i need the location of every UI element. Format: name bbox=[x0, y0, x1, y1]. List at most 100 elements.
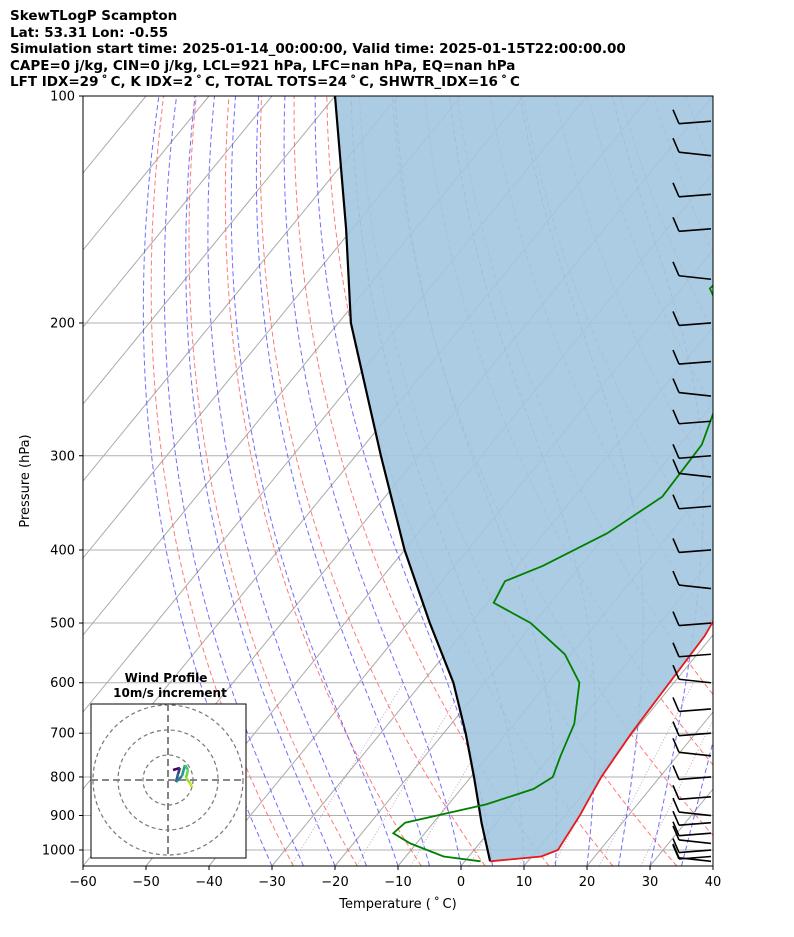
temperature-line bbox=[490, 619, 713, 863]
hodograph-trace bbox=[188, 782, 194, 788]
y-tick-label: 400 bbox=[50, 543, 75, 558]
wind-barb bbox=[672, 216, 712, 233]
dry-adiabat bbox=[224, 96, 422, 866]
moist-adiabat bbox=[314, 96, 493, 866]
cape-line: CAPE=0 j/kg, CIN=0 j/kg, LCL=921 hPa, LF… bbox=[10, 57, 516, 74]
parcel-profile-line bbox=[333, 96, 492, 862]
wind-barb bbox=[672, 642, 712, 658]
wind-barb bbox=[672, 825, 712, 845]
y-tick-label: 200 bbox=[50, 316, 75, 331]
wind-barb bbox=[672, 494, 712, 510]
x-axis-label: Temperature ( ˚ C) bbox=[338, 896, 456, 912]
hodograph-trace bbox=[180, 764, 187, 777]
wind-barb bbox=[672, 821, 712, 837]
x-tick-label: −60 bbox=[69, 875, 96, 890]
mixing-ratio-line bbox=[598, 682, 694, 866]
y-tick-label: 300 bbox=[50, 449, 75, 464]
x-tick-label: 30 bbox=[642, 875, 659, 890]
y-tick-label: 500 bbox=[50, 617, 75, 632]
wind-barb bbox=[672, 311, 712, 327]
moist-adiabat bbox=[255, 96, 430, 866]
chart-title: SkewTLogP Scampton bbox=[10, 8, 178, 24]
hodograph-inset: Wind Profile 10m/s increment bbox=[90, 671, 247, 859]
wind-barb bbox=[672, 721, 712, 737]
moist-adiabat bbox=[283, 96, 462, 866]
y-tick-label: 800 bbox=[50, 770, 75, 785]
moist-adiabat bbox=[163, 96, 304, 866]
x-tick-label: 40 bbox=[705, 875, 722, 890]
hodograph-trace bbox=[184, 777, 192, 784]
y-axis-label: Pressure (hPa) bbox=[18, 434, 33, 527]
wind-barb bbox=[672, 810, 712, 827]
x-tick-label: 10 bbox=[516, 875, 533, 890]
wind-barb bbox=[672, 570, 712, 590]
x-tick-label: 20 bbox=[579, 875, 596, 890]
x-tick-label: −50 bbox=[132, 875, 159, 890]
isotherm-line bbox=[83, 96, 399, 482]
wind-barb bbox=[672, 538, 712, 554]
moist-adiabat bbox=[185, 96, 336, 866]
y-tick-label: 600 bbox=[50, 676, 75, 691]
mixing-ratio-line bbox=[640, 719, 713, 866]
hodograph-trace bbox=[184, 769, 190, 779]
wind-barb bbox=[672, 378, 712, 397]
moist-adiabat bbox=[142, 96, 273, 866]
isotherm-line bbox=[712, 865, 713, 866]
wind-barb bbox=[672, 261, 712, 281]
wind-barb bbox=[672, 349, 712, 365]
hodograph-title: Wind Profile bbox=[125, 671, 208, 685]
wind-barb bbox=[672, 611, 712, 627]
wind-barb bbox=[672, 459, 712, 478]
wind-barb bbox=[672, 797, 712, 817]
y-tick-label: 900 bbox=[50, 809, 75, 824]
mixing-ratio-line bbox=[552, 682, 651, 866]
dry-adiabat bbox=[718, 96, 794, 866]
mixing-ratio-line bbox=[356, 682, 467, 866]
isotherm-line bbox=[586, 711, 713, 866]
wind-barb bbox=[672, 697, 712, 713]
y-tick-label: 1000 bbox=[42, 844, 75, 859]
dry-adiabat bbox=[456, 96, 713, 696]
x-tick-label: −30 bbox=[258, 875, 285, 890]
wind-barb bbox=[672, 664, 712, 684]
isotherm-line bbox=[83, 96, 84, 97]
wind-barb bbox=[672, 409, 712, 425]
dewpoint-line bbox=[391, 284, 713, 863]
wind-barb bbox=[672, 784, 712, 801]
mixing-ratio-line bbox=[410, 682, 518, 866]
wind-barb bbox=[672, 844, 712, 860]
x-tick-label: −10 bbox=[384, 875, 411, 890]
dry-adiabat bbox=[188, 96, 358, 866]
x-tick-label: −20 bbox=[321, 875, 348, 890]
hodograph-trace bbox=[183, 764, 190, 771]
dry-adiabat bbox=[751, 96, 794, 866]
moist-adiabat bbox=[712, 864, 713, 866]
y-tick-label: 100 bbox=[50, 90, 75, 105]
hodograph-subtitle: 10m/s increment bbox=[113, 686, 227, 700]
y-tick-label: 700 bbox=[50, 727, 75, 742]
wind-barb bbox=[672, 137, 712, 157]
cin-shading bbox=[335, 96, 713, 862]
isotherm-line bbox=[776, 96, 794, 866]
chart-header: SkewTLogP Scampton Lat: 53.31 Lon: -0.55… bbox=[10, 8, 626, 91]
axes: −60 −50 −40 −30 −20 −10 0 10 20 30 40 100 200 300 400 5… bbox=[42, 90, 721, 891]
hodograph-trace bbox=[175, 775, 183, 783]
wind-barb bbox=[672, 738, 712, 757]
x-tick-label: −40 bbox=[195, 875, 222, 890]
location-line: Lat: 53.31 Lon: -0.55 bbox=[10, 24, 169, 41]
x-tick-label: 0 bbox=[457, 875, 465, 890]
wind-barb bbox=[672, 443, 712, 460]
wind-barb bbox=[672, 838, 712, 854]
hodograph-trace bbox=[176, 767, 182, 775]
dry-adiabat bbox=[150, 96, 294, 866]
moist-adiabat bbox=[207, 96, 367, 866]
plot-area bbox=[83, 96, 794, 866]
isotherm-line bbox=[83, 96, 273, 328]
time-line: Simulation start time: 2025-01-14_00:00:… bbox=[10, 41, 626, 57]
wind-barb bbox=[672, 109, 712, 125]
wind-barb bbox=[672, 765, 712, 781]
dry-adiabat bbox=[784, 96, 794, 866]
isotherm-line bbox=[83, 96, 210, 251]
moist-adiabat bbox=[230, 96, 399, 866]
